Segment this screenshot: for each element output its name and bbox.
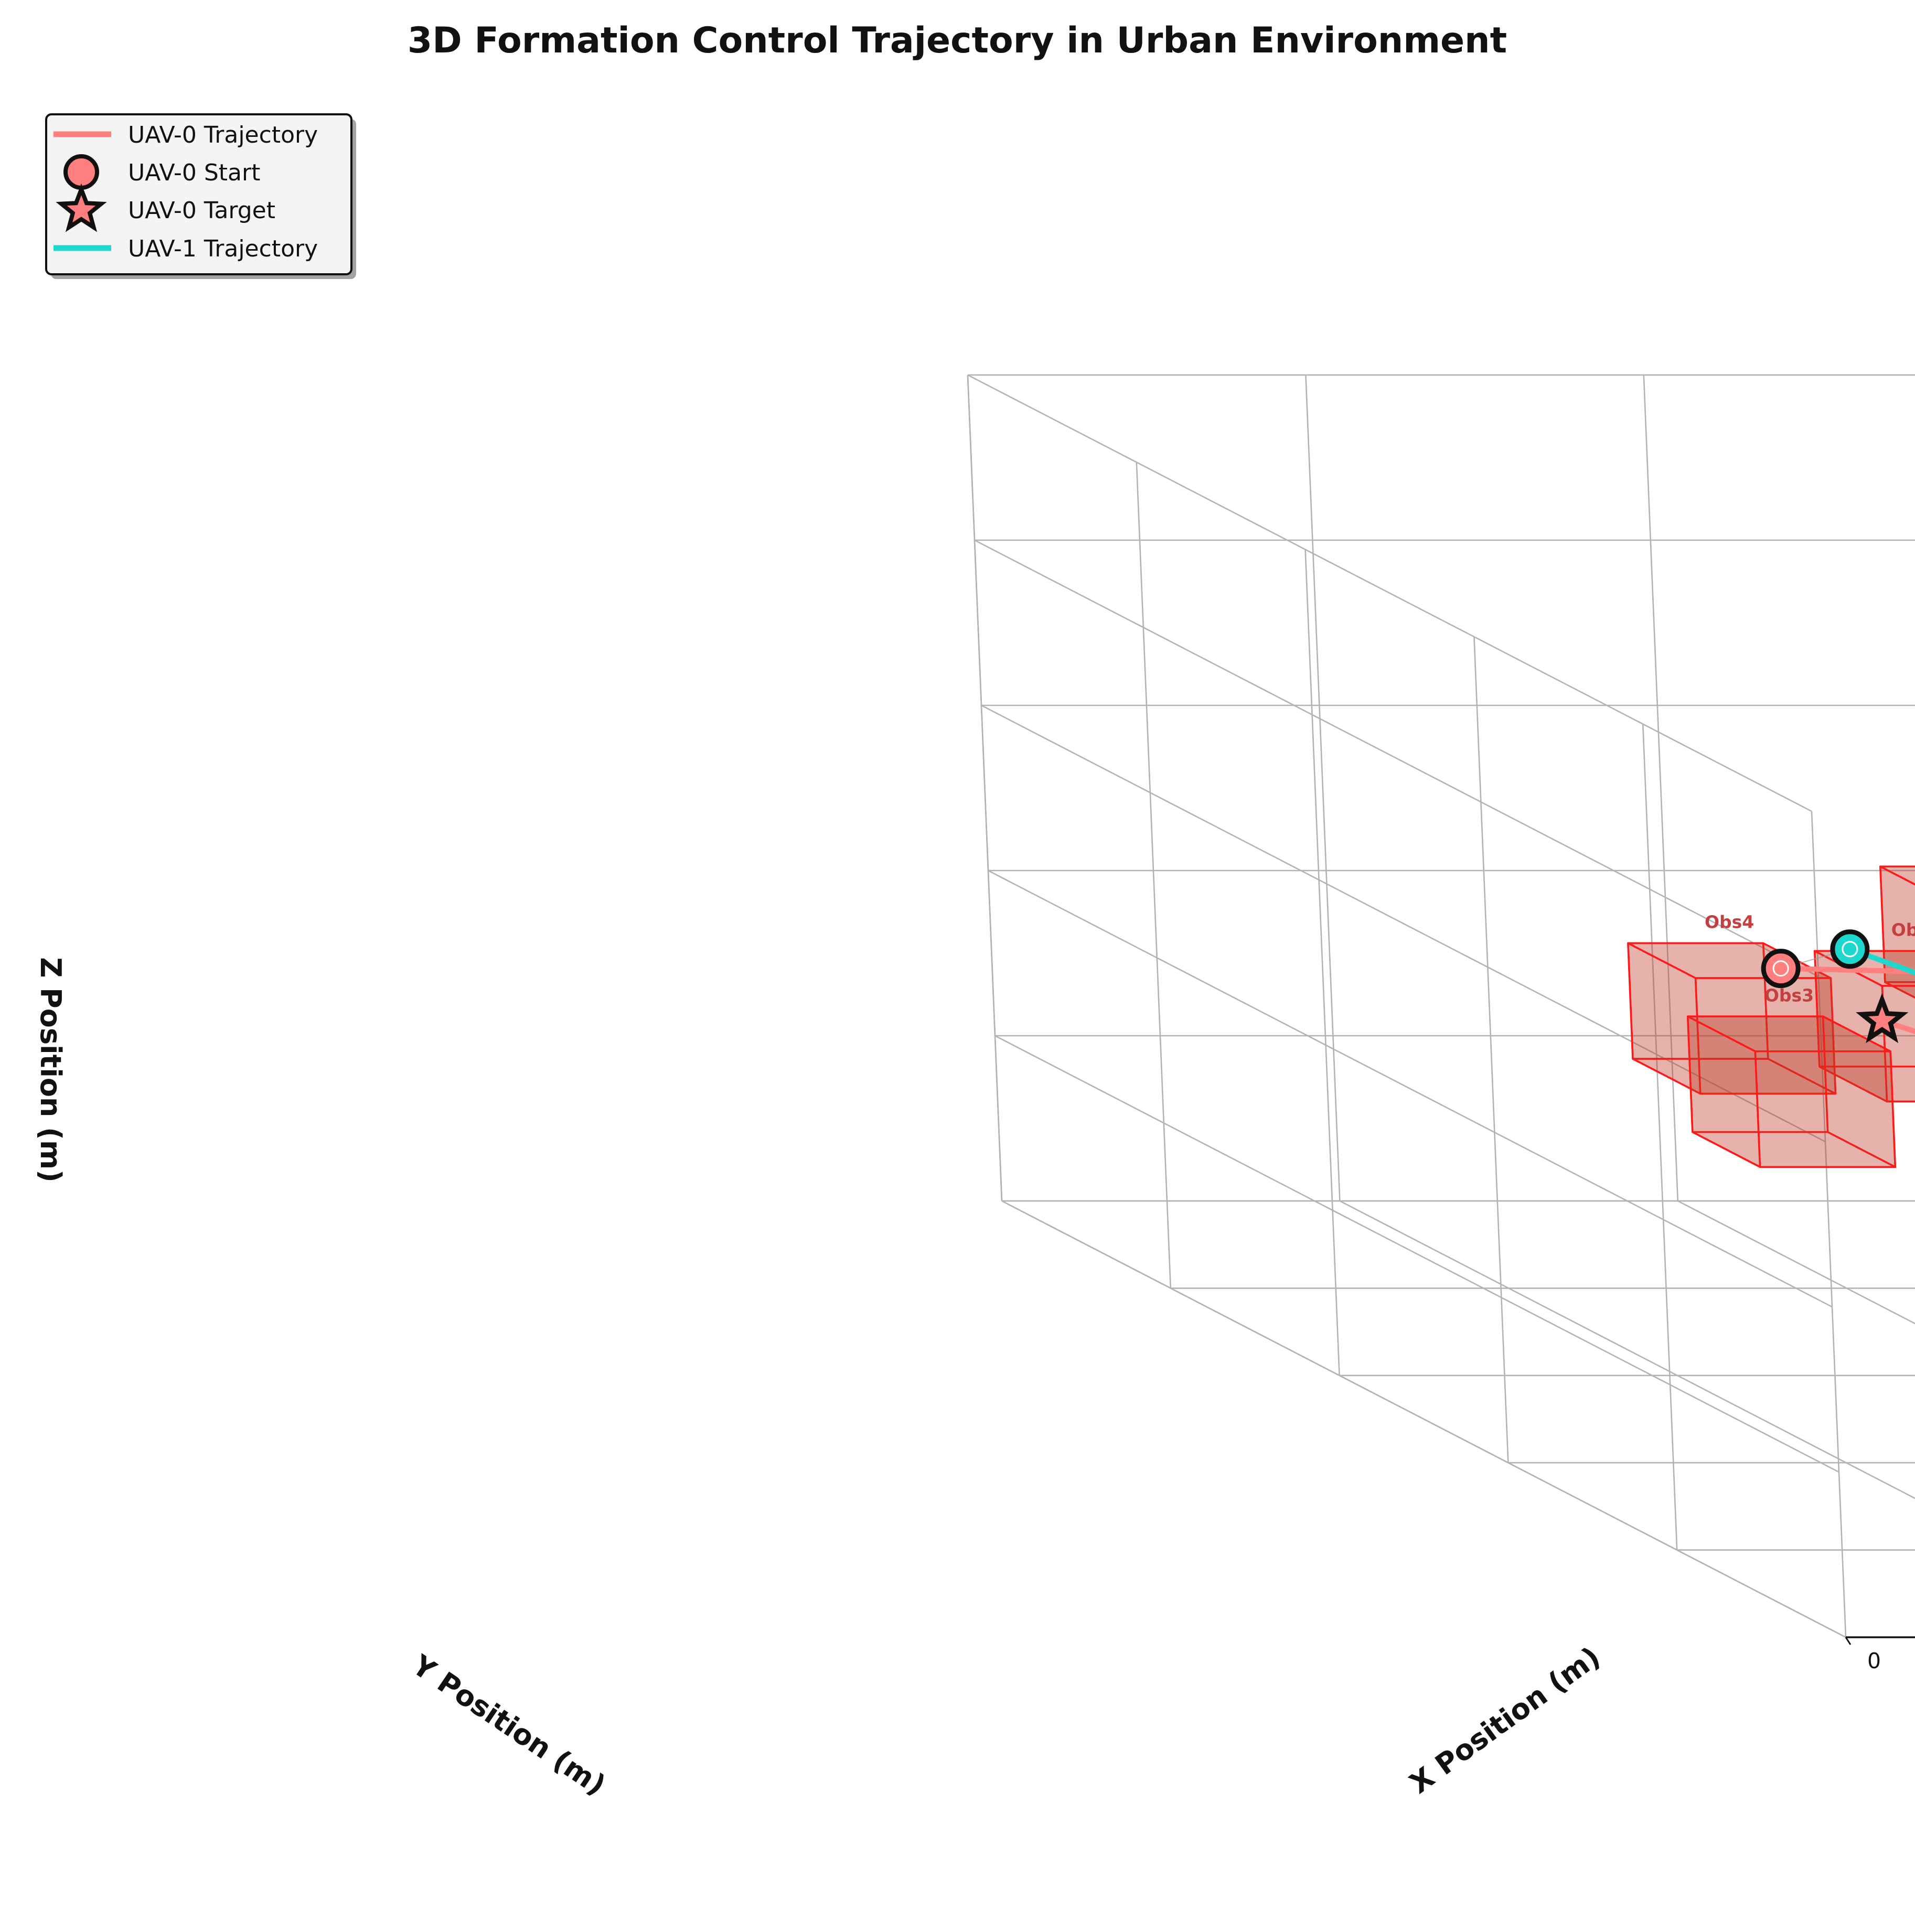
grid-floor-x-line: [1339, 1200, 1915, 1499]
y-axis-label: Y Position (m): [406, 1648, 612, 1802]
obstacle-label: Obs4: [1705, 912, 1754, 932]
grid-wall-z-line: [1001, 1200, 1846, 1638]
obstacle-face: [1879, 865, 1915, 886]
grid-floor-x-line: [1677, 1200, 1915, 1325]
obstacle-label: Obs3: [1764, 985, 1814, 1005]
grid-wall-z-line: [994, 1035, 1839, 1473]
legend: UAV-0 Trajectory UAV-0 Start UAV-0 Targe…: [45, 113, 356, 279]
target-marker-uav0: [1856, 993, 1909, 1044]
grid-wall-y-line: [967, 374, 1003, 1201]
start-marker-inner-uav0: [1772, 960, 1789, 977]
grid-wall-y-line: [1136, 462, 1172, 1289]
legend-label-uav1-trajectory: UAV-1 Trajectory: [128, 235, 318, 262]
start-marker-uav0: [1761, 949, 1801, 989]
z-axis-label: Z Position (m): [34, 957, 67, 1183]
x-axis-label: X Position (m): [1404, 1640, 1607, 1800]
grid-lines: [967, 374, 1915, 1638]
legend-swatch-uav0-target: [56, 183, 107, 232]
x-tick-mark: [1845, 1637, 1852, 1645]
pane-back-right: [968, 375, 1915, 1201]
obstacle-face: [1754, 1050, 1897, 1168]
grid-wall-y-line: [1473, 637, 1509, 1463]
legend-swatch-uav0-start: [63, 154, 99, 190]
obstacle-face: [1686, 1015, 1891, 1053]
legend-frame: [45, 113, 352, 275]
markers: [1761, 929, 1909, 1044]
grid-wall-y-line: [1642, 724, 1678, 1550]
obstacle-label: Obs2: [1891, 920, 1915, 940]
legend-label-uav0-target: UAV-0 Target: [128, 197, 275, 224]
chart-title: 3D Formation Control Trajectory in Urban…: [408, 20, 1507, 61]
x-tick-label: 0: [1867, 1648, 1881, 1673]
axis-panes: [968, 375, 1915, 1637]
grid-wall-y-line: [1304, 549, 1340, 1376]
legend-label-uav0-trajectory: UAV-0 Trajectory: [128, 122, 318, 148]
grid-wall-x-line: [1643, 374, 1679, 1201]
tick-marks: 02040608010002040608010001020304050: [1845, 1637, 1881, 1673]
grid-wall-z-line: [974, 539, 1819, 978]
legend-label-uav0-start: UAV-0 Start: [128, 159, 260, 186]
start-marker-inner-uav1: [1842, 941, 1858, 958]
grid-wall-z-line: [981, 704, 1826, 1143]
grid-wall-z-line: [967, 374, 1812, 812]
start-marker-uav1: [1830, 929, 1870, 969]
grid-wall-y-line: [1811, 811, 1847, 1638]
obstacle-box: [1686, 1015, 1897, 1168]
grid-wall-z-line: [988, 870, 1833, 1308]
grid-wall-x-line: [1305, 374, 1341, 1201]
